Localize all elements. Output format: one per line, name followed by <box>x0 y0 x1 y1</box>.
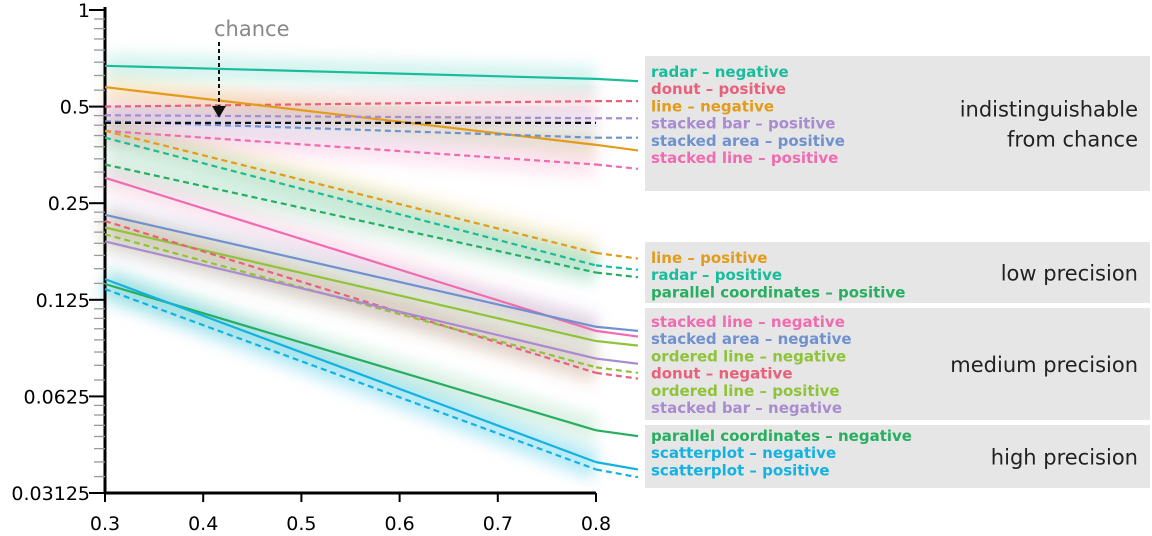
series-line-stacked-bar-positive <box>104 114 597 120</box>
legend-label-donut-negative: donut – negative <box>651 365 793 383</box>
series-line-donut-negative <box>104 219 597 374</box>
series-line-line-positive <box>104 129 597 254</box>
y-tick-label: 0.03125 <box>11 483 90 505</box>
legend-label-stacked-bar-positive: stacked bar – positive <box>651 115 835 133</box>
series-ext-radar-positive <box>595 264 639 271</box>
legend-label-parallel-coordinates-positive: parallel coordinates – positive <box>651 283 905 301</box>
y-tick-label: 0.25 <box>48 193 90 215</box>
series-ext-radar-negative <box>595 77 639 83</box>
series-ext-line-positive <box>595 251 639 260</box>
y-tick-label: 0.0625 <box>24 386 90 408</box>
series-line-parallel-coordinates-negative <box>104 282 597 432</box>
series-ext-stacked-area-negative <box>595 325 639 332</box>
legend-label-stacked-area-positive: stacked area – positive <box>651 132 845 150</box>
legend-label-ordered-line-negative: ordered line – negative <box>651 347 846 365</box>
series-ext-stacked-bar-negative <box>595 357 639 365</box>
legend-label-parallel-coordinates-negative: parallel coordinates – negative <box>651 427 912 445</box>
group-label-medium: medium precision <box>950 353 1138 377</box>
band-indistinguishable <box>645 56 1150 191</box>
legend-label-line-negative: line – negative <box>651 97 774 115</box>
band-high <box>645 425 1150 488</box>
legend-label-stacked-line-negative: stacked line – negative <box>651 313 845 331</box>
group-label-high: high precision <box>991 446 1138 470</box>
series-line-scatterplot-positive <box>104 288 597 471</box>
legend-label-donut-positive: donut – positive <box>651 80 786 98</box>
legend-label-stacked-line-positive: stacked line – positive <box>651 149 838 167</box>
legend-label-stacked-bar-negative: stacked bar – negative <box>651 399 842 417</box>
group-label-indistinguishable: from chance <box>1007 128 1138 152</box>
series-ext-parallel-coordinates-positive <box>595 271 639 279</box>
legend-label-line-positive: line – positive <box>651 249 767 267</box>
legend-label-radar-negative: radar – negative <box>651 63 789 81</box>
x-tick-label: 0.8 <box>581 513 611 535</box>
series-line-scatterplot-negative <box>104 278 597 464</box>
series-lines <box>104 64 639 479</box>
series-line-radar-negative <box>104 64 597 80</box>
y-tick-label: 1 <box>78 0 90 22</box>
x-tick-label: 0.7 <box>483 513 513 535</box>
y-tick-label: 0.5 <box>60 97 90 119</box>
group-label-indistinguishable: indistinguishable <box>960 98 1138 122</box>
series-line-stacked-area-negative <box>104 213 597 328</box>
series-line-stacked-line-positive <box>104 129 597 166</box>
band-medium <box>645 308 1150 420</box>
series-line-donut-positive <box>104 100 597 108</box>
series-line-parallel-coordinates-positive <box>104 163 597 274</box>
group-label-low: low precision <box>1001 262 1138 286</box>
legend-label-stacked-area-negative: stacked area – negative <box>651 330 852 348</box>
series-ext-stacked-line-positive <box>595 163 639 170</box>
x-tick-label: 0.4 <box>188 513 218 535</box>
series-ext-scatterplot-positive <box>595 468 639 479</box>
legend-label-scatterplot-negative: scatterplot – negative <box>651 444 836 462</box>
series-ext-scatterplot-negative <box>595 461 639 471</box>
series-ext-stacked-line-negative <box>595 329 639 338</box>
series-line-radar-positive <box>104 136 597 267</box>
x-tick-label: 0.6 <box>384 513 414 535</box>
chance-label: chance <box>214 17 290 41</box>
series-ext-line-negative <box>595 143 639 152</box>
series-line-stacked-line-negative <box>104 176 597 332</box>
series-ext-ordered-line-positive <box>595 366 639 374</box>
legend-label-scatterplot-positive: scatterplot – positive <box>651 461 830 479</box>
band-low <box>645 242 1150 303</box>
group-bands: indistinguishable from chance low precisio… <box>645 56 1150 488</box>
series-ext-parallel-coordinates-negative <box>595 429 639 438</box>
y-tick-label: 0.125 <box>36 290 90 312</box>
chance-arrow-head <box>212 105 226 118</box>
chance-marker: chance <box>105 17 596 124</box>
legend-label-radar-positive: radar – positive <box>651 266 782 284</box>
series-ext-donut-negative <box>595 371 639 380</box>
x-tick-label: 0.5 <box>286 513 316 535</box>
x-tick-label: 0.3 <box>90 513 120 535</box>
legend-label-ordered-line-positive: ordered line – positive <box>651 382 840 400</box>
series-line-stacked-area-positive <box>104 120 597 139</box>
series-line-stacked-bar-negative <box>104 240 597 360</box>
series-ext-ordered-line-negative <box>595 339 639 347</box>
